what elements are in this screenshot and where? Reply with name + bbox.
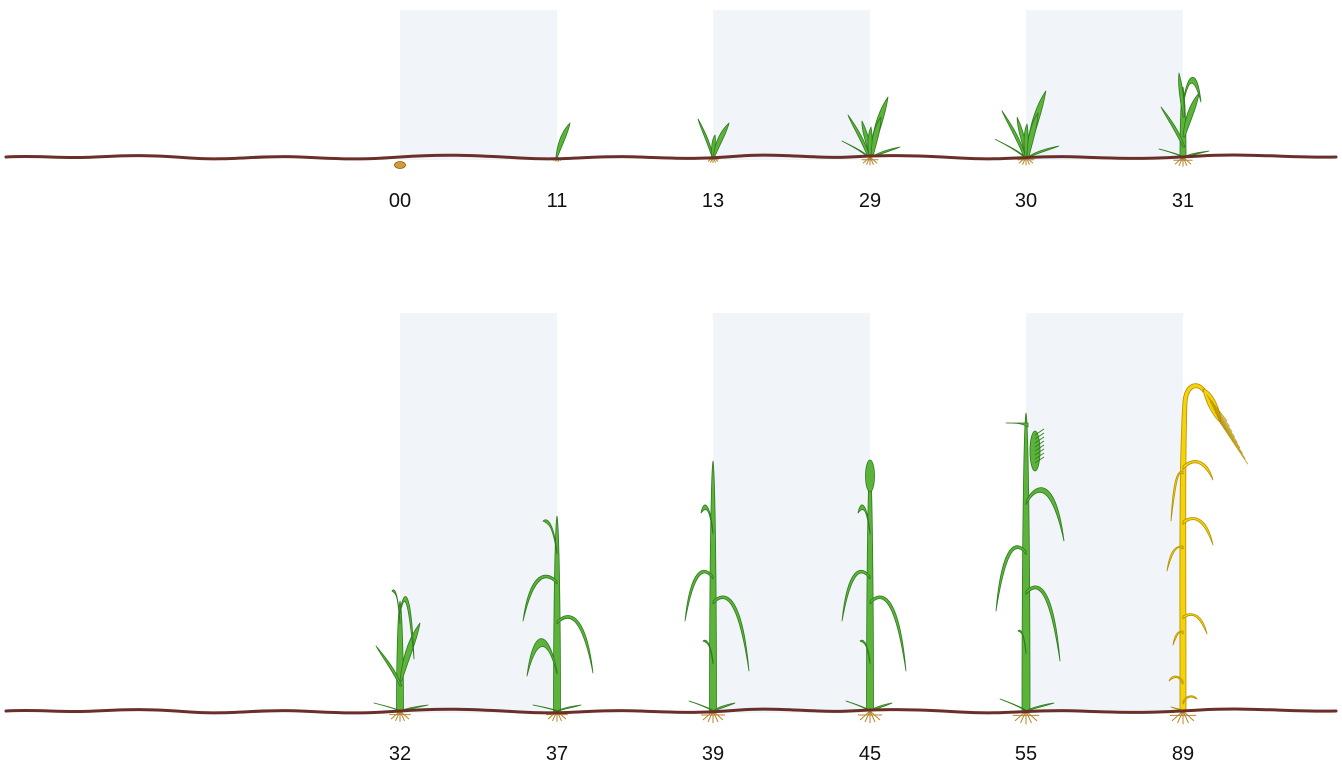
leaf	[1182, 613, 1208, 635]
leaf	[1025, 487, 1065, 542]
plant-seed	[394, 161, 406, 169]
leaf	[697, 118, 714, 158]
plant-ripe	[1166, 383, 1249, 725]
leaf	[711, 134, 716, 158]
stem	[1179, 383, 1206, 712]
seed	[394, 161, 406, 169]
leaf	[1182, 77, 1202, 106]
leaf	[700, 504, 714, 535]
leaf	[999, 698, 1028, 712]
leaf	[1017, 629, 1027, 655]
leaf	[712, 595, 750, 672]
leaf	[859, 639, 871, 665]
band	[1026, 313, 1183, 713]
band	[400, 10, 557, 160]
leaf	[702, 639, 714, 665]
leaf	[684, 569, 714, 622]
leaf	[556, 704, 582, 712]
leaf	[391, 589, 401, 625]
stage-label: 00	[389, 190, 411, 212]
stage-label: 55	[1015, 743, 1037, 765]
stage-label: 11	[547, 190, 568, 212]
leaf	[522, 574, 558, 622]
stage-label: 45	[859, 743, 881, 765]
leaf	[1023, 123, 1029, 158]
leaf	[556, 615, 594, 674]
ear	[1029, 428, 1045, 472]
leaf	[847, 114, 871, 158]
plant-tillering	[841, 96, 901, 166]
ear	[1202, 388, 1249, 465]
band	[713, 10, 870, 160]
leaf	[1166, 545, 1184, 572]
leaf	[712, 122, 730, 158]
leaf	[532, 704, 559, 712]
leaf	[1182, 460, 1214, 481]
leaf	[399, 596, 415, 660]
plant-flag-leaf-visible	[522, 515, 594, 722]
stage-label: 31	[1172, 190, 1194, 212]
leaf	[1172, 630, 1184, 646]
roots	[861, 156, 879, 166]
leaf	[1168, 675, 1184, 685]
leaf	[1178, 72, 1185, 118]
leaf	[1001, 110, 1027, 158]
leaf	[1160, 106, 1186, 148]
leaf	[1026, 112, 1039, 158]
leaf	[1027, 145, 1060, 158]
leaf	[1182, 517, 1214, 546]
plant-heading	[995, 412, 1065, 725]
plants	[394, 72, 1210, 169]
roots	[1169, 710, 1197, 725]
leaf	[555, 122, 571, 158]
leaf	[1025, 702, 1055, 712]
leaf	[688, 700, 715, 712]
leaf	[995, 545, 1027, 612]
leaf	[712, 702, 736, 712]
leaf	[869, 595, 907, 672]
stage-label: 13	[702, 190, 724, 212]
leaf	[995, 139, 1026, 158]
leaf	[542, 519, 558, 555]
leaf	[1182, 695, 1198, 705]
stage-label: 37	[546, 743, 568, 765]
boot-sheath	[865, 459, 875, 493]
band	[1026, 10, 1183, 160]
leaf	[1170, 470, 1184, 522]
stage-label: 32	[389, 743, 411, 765]
stage-label: 39	[702, 743, 724, 765]
plant-first-node	[1158, 72, 1210, 167]
leaf	[526, 638, 558, 677]
stage-label: 89	[1172, 743, 1194, 765]
row-2: 32 37 39 45 55 89	[4, 313, 1338, 765]
stage-label: 29	[859, 190, 881, 212]
stage-label: 30	[1015, 190, 1037, 212]
leaf	[841, 569, 871, 622]
leaf	[857, 504, 871, 535]
leaf	[399, 622, 421, 682]
leaf	[375, 645, 403, 687]
leaf	[1025, 585, 1061, 662]
band	[713, 313, 870, 713]
soil-line	[4, 153, 1338, 161]
stem	[1021, 412, 1031, 712]
soil-line	[4, 707, 1338, 715]
plant-tillering-late	[995, 90, 1060, 166]
band	[400, 313, 557, 713]
row-1: 00 11 13 29 30 31	[4, 10, 1338, 212]
plant-boot	[841, 459, 907, 723]
plants	[373, 383, 1249, 725]
plant-second-node	[373, 589, 429, 722]
leaf	[1005, 422, 1029, 428]
leaf	[867, 126, 873, 158]
roots	[858, 710, 882, 723]
